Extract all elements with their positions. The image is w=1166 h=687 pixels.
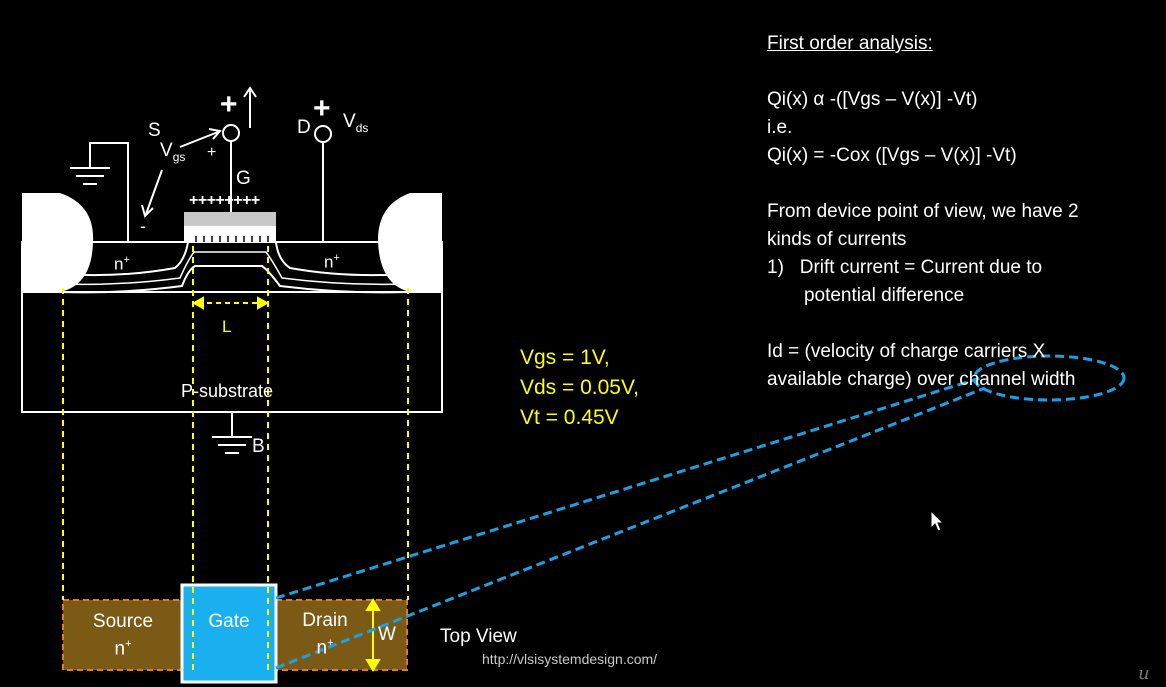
gate-terminal-label: G bbox=[236, 168, 251, 189]
vds-subscript: ds bbox=[355, 120, 369, 135]
gate-poly bbox=[184, 212, 276, 226]
n-plus-left-label: n+ bbox=[114, 254, 130, 274]
param-vgs: Vgs = 1V, bbox=[520, 346, 610, 369]
vgs-label: Vgs bbox=[160, 140, 185, 164]
gate-box-label: Gate bbox=[208, 611, 250, 632]
notes-line: Id = (velocity of charge carriers X bbox=[767, 341, 1046, 362]
notes-line: From device point of view, we have 2 bbox=[767, 201, 1079, 222]
gate-plus-large: + bbox=[220, 88, 238, 121]
drain-terminal-node bbox=[314, 125, 332, 143]
gate-oxide bbox=[184, 226, 276, 242]
n-plus-right-label: n+ bbox=[324, 252, 340, 272]
notes-line: potential difference bbox=[767, 285, 965, 306]
source-box-label: Source n+ bbox=[92, 611, 154, 660]
minus-sign: - bbox=[140, 216, 146, 236]
source-url[interactable]: http://vlsisystemdesign.com/ bbox=[482, 651, 658, 667]
channel-charge-marks bbox=[195, 236, 269, 242]
source-diffusion-region bbox=[62, 599, 184, 671]
gate-up-arrow-icon bbox=[243, 86, 257, 128]
mouse-cursor-icon bbox=[930, 509, 945, 532]
gate-plus-small: + bbox=[207, 144, 217, 161]
parameters: Vgs = 1V, Vds = 0.05V, Vt = 0.45V bbox=[520, 343, 639, 433]
vds-label: Vds bbox=[343, 111, 368, 135]
field-oxide-left bbox=[22, 193, 94, 292]
length-dimension-arrow bbox=[191, 296, 270, 310]
substrate-label: P-substrate bbox=[181, 381, 274, 401]
body-ground-icon bbox=[212, 412, 252, 454]
notes-heading: First order analysis: bbox=[767, 33, 933, 54]
width-dimension-arrow bbox=[365, 598, 381, 672]
notes-line: Qi(x) = -Cox ([Vgs – V(x)] -Vt) bbox=[767, 145, 1017, 166]
field-oxide-right bbox=[377, 193, 442, 292]
notes-line: i.e. bbox=[767, 117, 793, 138]
notes-line: 1) Drift current = Current due to bbox=[767, 257, 1043, 278]
gate-charges: ++++++++ bbox=[189, 192, 260, 209]
drain-terminal-label: D bbox=[297, 117, 311, 138]
vgs-subscript: gs bbox=[172, 149, 186, 164]
watermark-logo: u bbox=[1138, 663, 1150, 684]
depletion-boundary bbox=[59, 265, 409, 294]
vds-main: V bbox=[343, 111, 356, 132]
gate-terminal-node bbox=[222, 124, 240, 142]
gate-region bbox=[180, 583, 278, 684]
body-terminal-label: B bbox=[252, 436, 265, 457]
source-ground-icon bbox=[70, 142, 129, 242]
top-view-label: Top View bbox=[440, 626, 517, 647]
source-terminal-label: S bbox=[148, 120, 161, 141]
drain-plus-sign: + bbox=[313, 92, 331, 125]
channel-width-callout bbox=[275, 354, 1126, 670]
vgs-arrow-icon bbox=[141, 128, 222, 218]
param-vds: Vds = 0.05V, bbox=[520, 376, 639, 399]
param-vt: Vt = 0.45V bbox=[520, 406, 619, 429]
drain-diffusion-region bbox=[275, 599, 408, 671]
drain-box-label: Drain n+ bbox=[302, 610, 348, 659]
notes-line: available charge) over channel width bbox=[767, 369, 1076, 390]
channel-boundary bbox=[59, 251, 409, 286]
notes-line: kinds of currents bbox=[767, 229, 907, 250]
n-plus-left-boundary bbox=[59, 241, 189, 277]
projection-lines bbox=[62, 246, 409, 672]
analysis-notes: First order analysis: Qi(x) α -([Vgs – V… bbox=[767, 30, 1079, 394]
width-label: W bbox=[378, 624, 396, 645]
n-plus-right-boundary bbox=[275, 241, 409, 277]
vgs-main: V bbox=[160, 140, 173, 161]
length-label: L bbox=[222, 317, 232, 336]
notes-line: Qi(x) α -([Vgs – V(x)] -Vt) bbox=[767, 89, 978, 110]
